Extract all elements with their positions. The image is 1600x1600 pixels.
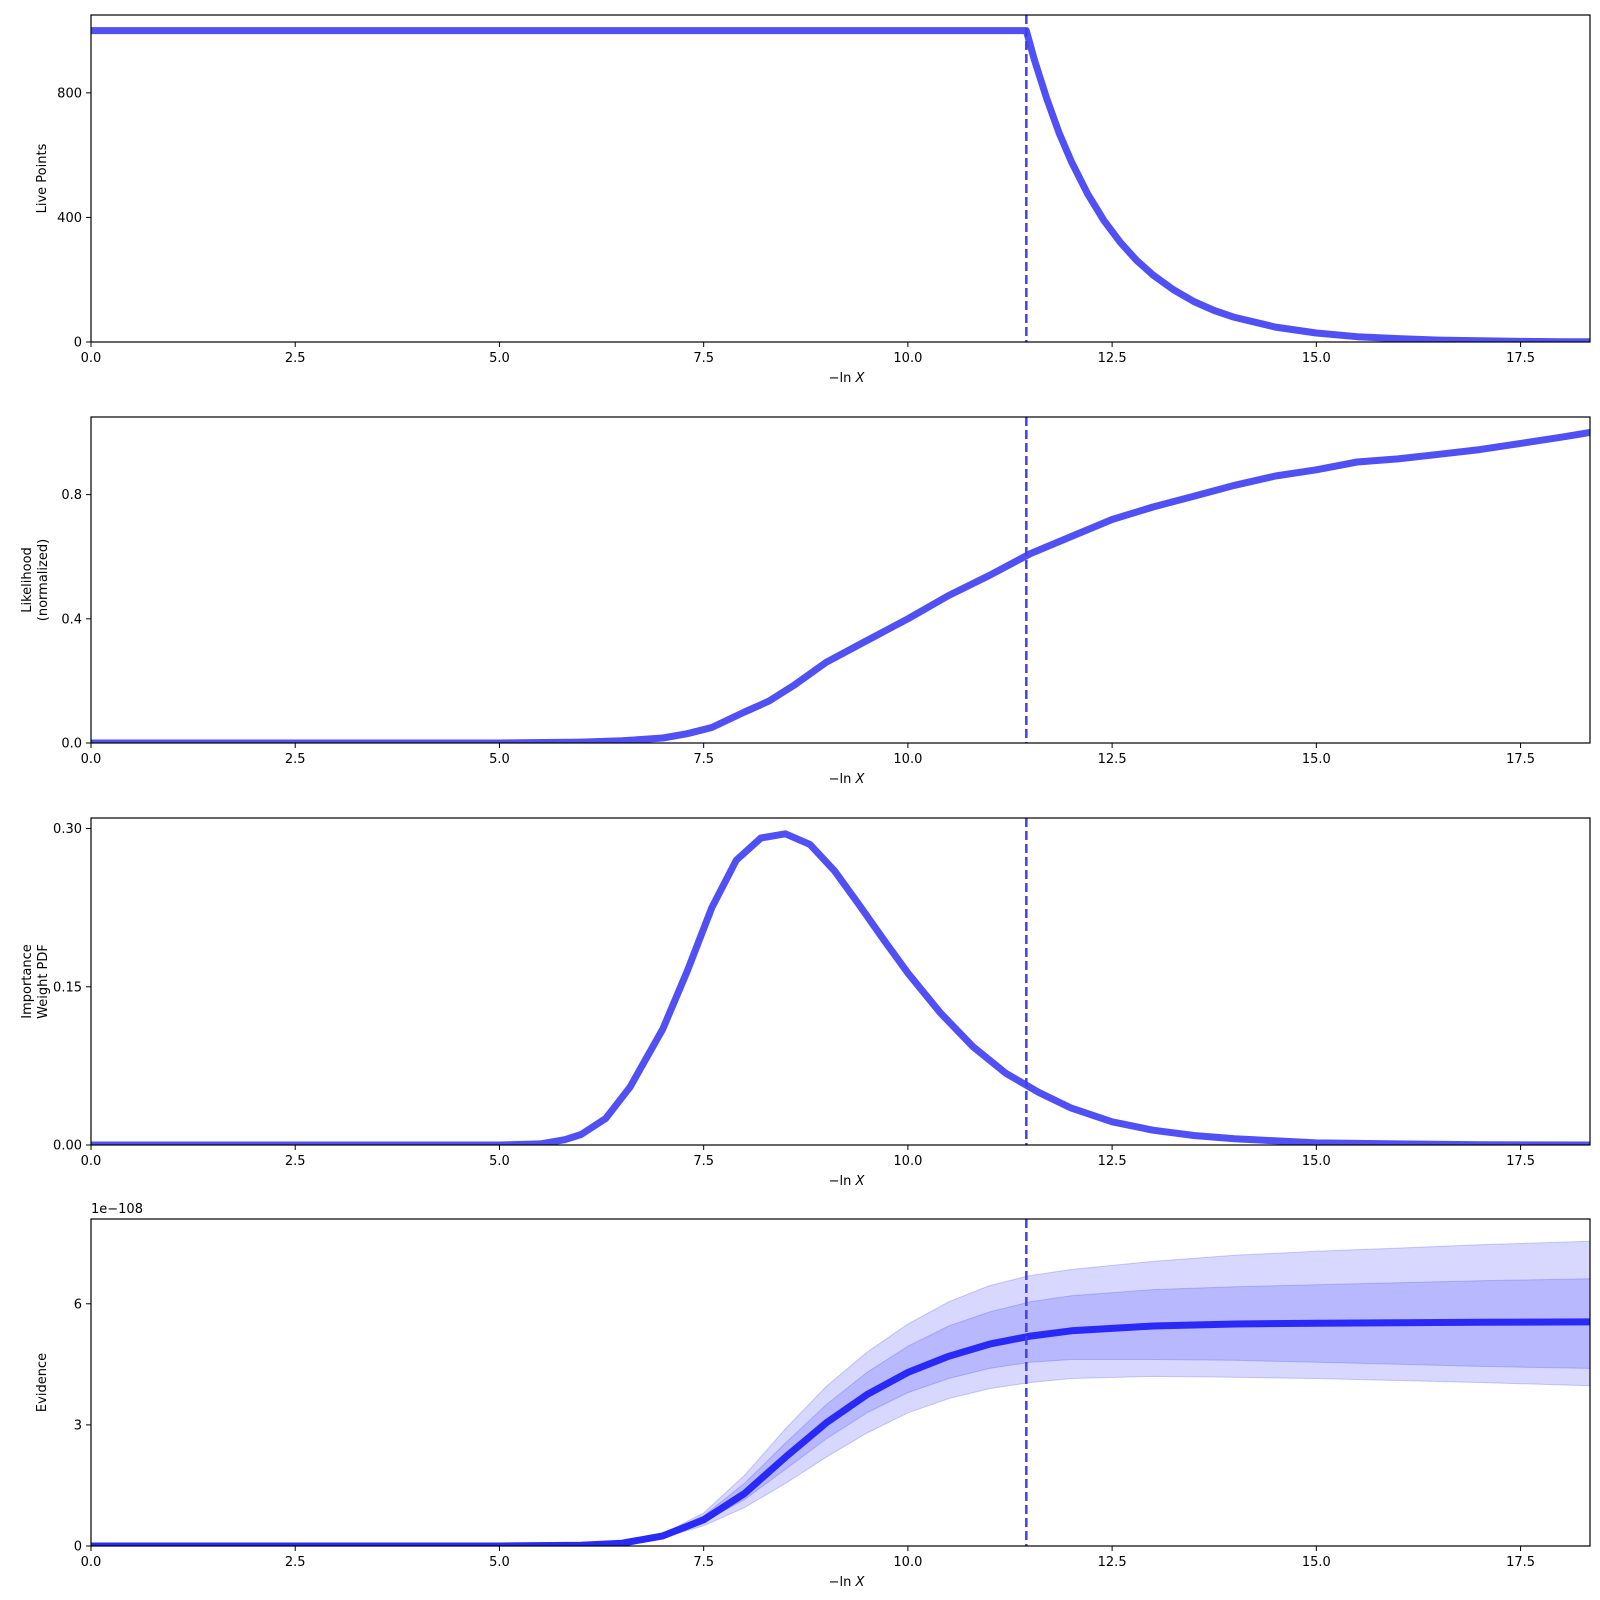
x-tick-label: 12.5 <box>1098 351 1127 366</box>
x-tick-label: 5.0 <box>489 1154 510 1169</box>
x-tick-label: 2.5 <box>285 752 306 767</box>
x-tick-label: 15.0 <box>1302 1555 1331 1570</box>
x-tick-label: 17.5 <box>1506 1555 1535 1570</box>
x-axis-label: −ln X <box>829 371 866 386</box>
x-tick-label: 12.5 <box>1098 1555 1127 1570</box>
x-tick-label: 12.5 <box>1098 1154 1127 1169</box>
x-axis-label: −ln X <box>829 1174 866 1189</box>
y-axis-label: Evidence <box>35 1353 50 1412</box>
x-tick-label: 7.5 <box>693 752 714 767</box>
x-tick-label: 2.5 <box>285 1555 306 1570</box>
x-tick-label: 7.5 <box>693 351 714 366</box>
x-tick-label: 17.5 <box>1506 351 1535 366</box>
y-tick-label: 0.4 <box>61 612 82 627</box>
panel-3: 0.0 2.5 5.0 7.5 10.0 12.5 15.0 17.5 0.00 0.15 0.30… <box>20 817 1591 1189</box>
x-axis-label-fn: −ln <box>829 1174 856 1189</box>
y-axis-label: Likelihood <box>20 547 35 613</box>
plot-area <box>91 1219 1590 1546</box>
x-tick-label: 10.0 <box>893 1154 922 1169</box>
x-axis-label-var: X <box>854 1174 865 1189</box>
x-tick-label: 0.0 <box>81 351 102 366</box>
y-tick-label: 0 <box>74 1540 82 1555</box>
series-line <box>91 1318 1590 1546</box>
x-tick-label: 0.0 <box>81 752 102 767</box>
y-tick-label: 800 <box>57 86 82 101</box>
series-line <box>91 830 1590 1145</box>
series-line <box>91 429 1590 743</box>
panel-1: 0.0 2.5 5.0 7.5 10.0 12.5 15.0 17.5 0 400 800 −ln X… <box>35 14 1591 386</box>
y-tick-label: 0.15 <box>53 980 82 995</box>
panel-4: 0.0 2.5 5.0 7.5 10.0 12.5 15.0 17.5 0 3 6 −ln X Evid… <box>35 1202 1591 1590</box>
axes-frame <box>90 14 1591 343</box>
x-tick-label: 15.0 <box>1302 351 1331 366</box>
x-tick-label: 0.0 <box>81 1555 102 1570</box>
panel-2: 0.0 2.5 5.0 7.5 10.0 12.5 15.0 17.5 0.0 0.4 0.8 −ln… <box>20 416 1591 787</box>
x-tick-label: 2.5 <box>285 351 306 366</box>
x-tick-label: 5.0 <box>489 752 510 767</box>
plot-area <box>91 15 1590 342</box>
y-tick-label: 400 <box>57 211 82 226</box>
y-tick-label: 3 <box>74 1418 82 1433</box>
axes-frame <box>90 1218 1591 1547</box>
y-offset-label: 1e−108 <box>91 1202 143 1217</box>
plot-area <box>91 417 1590 743</box>
y-axis-label: Live Points <box>35 143 50 213</box>
x-axis-label-var: X <box>854 1575 865 1590</box>
x-tick-label: 2.5 <box>285 1154 306 1169</box>
x-tick-label: 7.5 <box>693 1154 714 1169</box>
x-axis-label: −ln X <box>829 1575 866 1590</box>
axes-frame <box>90 817 1591 1146</box>
y-tick-label: 0 <box>74 336 82 351</box>
y-axis-label: (normalized) <box>36 539 51 621</box>
x-tick-label: 10.0 <box>893 752 922 767</box>
y-tick-label: 0.30 <box>53 822 82 837</box>
x-tick-label: 17.5 <box>1506 1154 1535 1169</box>
y-tick-label: 0.00 <box>53 1139 82 1154</box>
x-tick-label: 0.0 <box>81 1154 102 1169</box>
axes-frame <box>90 416 1591 744</box>
y-tick-label: 6 <box>74 1297 82 1312</box>
x-axis-label-var: X <box>854 772 865 787</box>
y-tick-label: 0.0 <box>61 737 82 752</box>
x-tick-label: 15.0 <box>1302 752 1331 767</box>
x-tick-label: 17.5 <box>1506 752 1535 767</box>
x-axis-label-fn: −ln <box>829 371 856 386</box>
x-axis-label-fn: −ln <box>829 772 856 787</box>
x-tick-label: 15.0 <box>1302 1154 1331 1169</box>
x-tick-label: 10.0 <box>893 351 922 366</box>
plot-area <box>91 818 1590 1145</box>
x-axis-label-var: X <box>854 371 865 386</box>
x-tick-label: 5.0 <box>489 1555 510 1570</box>
x-tick-label: 12.5 <box>1098 752 1127 767</box>
y-axis-label: Importance <box>20 944 35 1019</box>
evidence-band-1 <box>91 1240 1590 1546</box>
y-axis-label: Weight PDF <box>36 944 51 1019</box>
x-axis-label: −ln X <box>829 772 866 787</box>
series-line <box>91 27 1590 342</box>
x-tick-label: 5.0 <box>489 351 510 366</box>
y-tick-label: 0.8 <box>61 488 82 503</box>
x-tick-label: 10.0 <box>893 1555 922 1570</box>
x-tick-label: 7.5 <box>693 1555 714 1570</box>
x-axis-label-fn: −ln <box>829 1575 856 1590</box>
